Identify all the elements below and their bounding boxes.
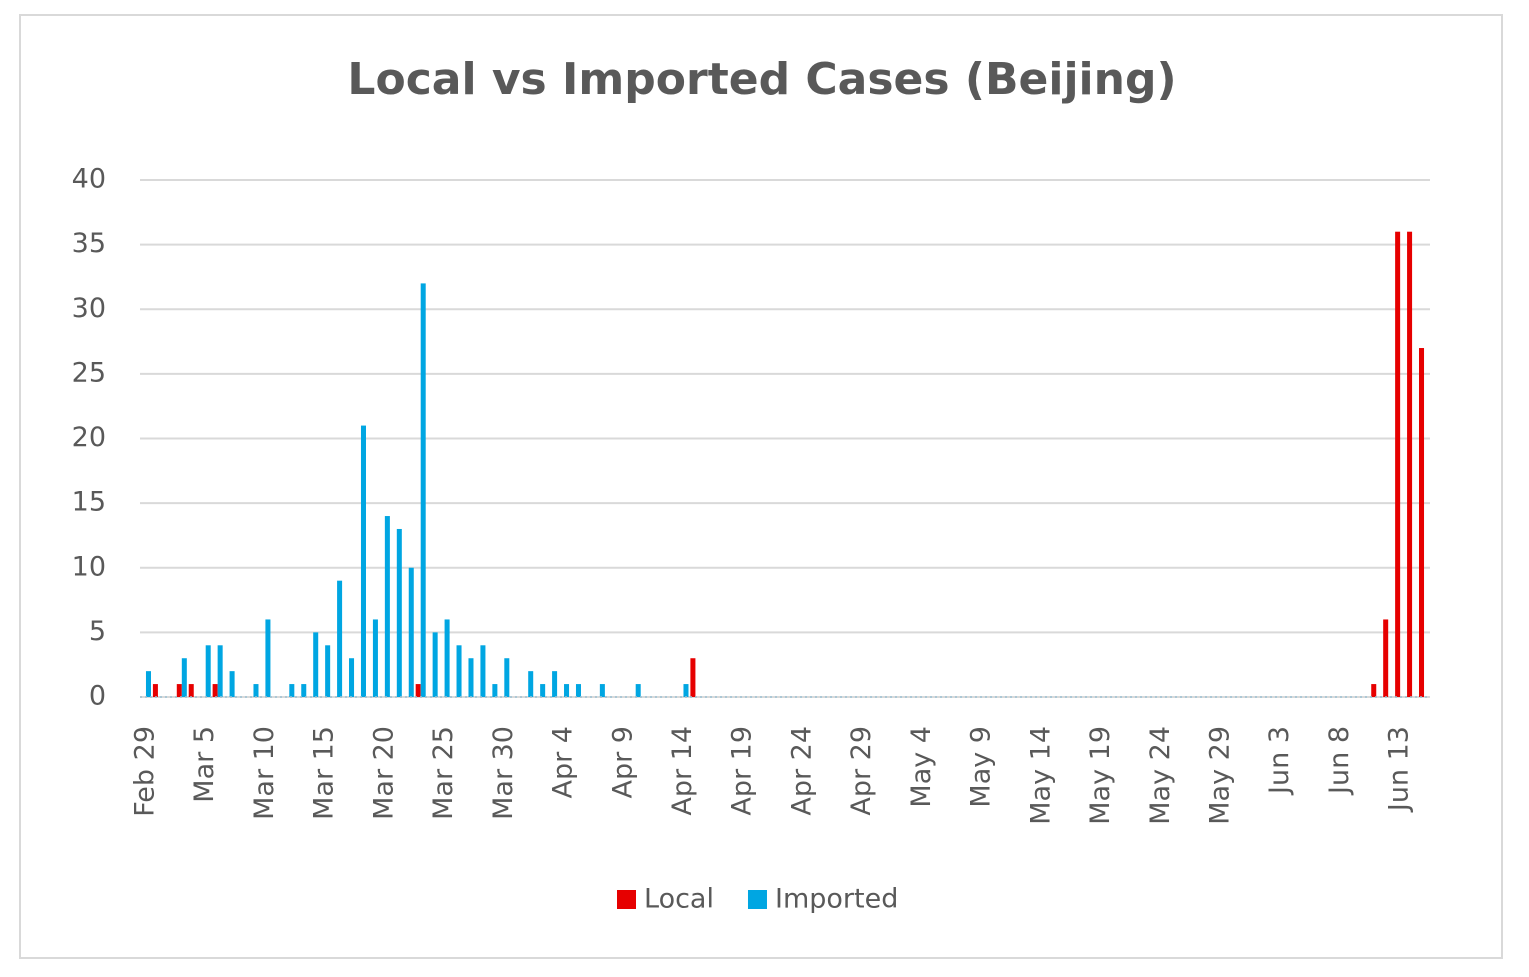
x-tick-label: Apr 24 (786, 726, 817, 816)
x-tick-label: May 19 (1085, 726, 1116, 825)
x-tick-label: Mar 20 (368, 726, 399, 820)
x-tick-label: Apr 4 (548, 726, 579, 798)
bar (188, 684, 194, 697)
bar (1395, 231, 1401, 697)
bar (384, 516, 390, 697)
bar (528, 671, 534, 697)
bar (480, 645, 486, 697)
bar (176, 684, 182, 697)
chart-title: Local vs Imported Cases (Beijing) (347, 54, 1176, 105)
legend-label: Local (644, 884, 714, 915)
legend-swatch (747, 890, 767, 909)
x-tick-label: May 24 (1145, 726, 1176, 825)
x-tick-label: Jun 8 (1324, 726, 1355, 796)
x-tick-label: Mar 30 (488, 726, 519, 820)
bar (468, 658, 474, 697)
y-tick-label: 40 (72, 164, 106, 195)
bar (212, 684, 218, 697)
x-tick-label: Mar 10 (249, 726, 280, 820)
bar (432, 632, 438, 697)
bar (181, 658, 187, 697)
bar (145, 671, 151, 697)
x-tick-label: May 4 (906, 726, 937, 808)
legend-label: Imported (775, 884, 898, 915)
bar (313, 632, 319, 697)
bar (229, 671, 235, 697)
bar (540, 684, 546, 697)
bar (492, 684, 498, 697)
bar (1419, 348, 1425, 697)
chart-border (19, 14, 1503, 959)
bar (337, 580, 343, 697)
y-tick-label: 10 (72, 551, 106, 582)
bar (1407, 231, 1413, 697)
x-tick-label: May 14 (1025, 726, 1056, 825)
bar (205, 645, 211, 697)
y-tick-label: 0 (89, 681, 106, 712)
bar (564, 684, 570, 697)
bar (217, 645, 223, 697)
y-tick-label: 15 (72, 487, 106, 518)
bar (396, 528, 402, 697)
bar (360, 425, 366, 697)
bar (690, 658, 696, 697)
x-tick-label: Jun 3 (1264, 726, 1295, 796)
x-tick-label: Apr 19 (727, 726, 758, 816)
bar (444, 619, 450, 697)
bar (253, 684, 259, 697)
y-tick-label: 35 (72, 228, 106, 259)
y-tick-label: 5 (89, 616, 106, 647)
bar (289, 684, 295, 697)
bar (415, 684, 421, 697)
bar (408, 567, 414, 697)
bar (1383, 619, 1389, 697)
bar (599, 684, 605, 697)
x-tick-label: Mar 5 (189, 726, 220, 803)
bar (325, 645, 331, 697)
bar (456, 645, 462, 697)
y-tick-label: 20 (72, 422, 106, 453)
x-tick-label: May 9 (966, 726, 997, 808)
bar (552, 671, 558, 697)
bar (504, 658, 510, 697)
y-tick-label: 30 (72, 293, 106, 324)
x-tick-label: May 29 (1204, 726, 1235, 825)
bar (265, 619, 271, 697)
legend-swatch (617, 890, 636, 909)
x-tick-label: Apr 9 (607, 726, 638, 798)
bar (372, 619, 378, 697)
x-tick-label: Mar 15 (309, 726, 340, 820)
bar (1371, 684, 1377, 697)
bar (420, 283, 426, 697)
bar (301, 684, 307, 697)
bar (635, 684, 641, 697)
bar (349, 658, 355, 697)
y-tick-label: 25 (72, 357, 106, 388)
bar (575, 684, 581, 697)
x-tick-label: Jun 13 (1384, 726, 1415, 813)
bar (683, 684, 689, 697)
x-tick-label: Feb 29 (129, 726, 160, 817)
x-tick-label: Apr 14 (667, 726, 698, 816)
x-tick-label: Mar 25 (428, 726, 459, 820)
x-tick-label: Apr 29 (846, 726, 877, 816)
bar (152, 684, 158, 697)
